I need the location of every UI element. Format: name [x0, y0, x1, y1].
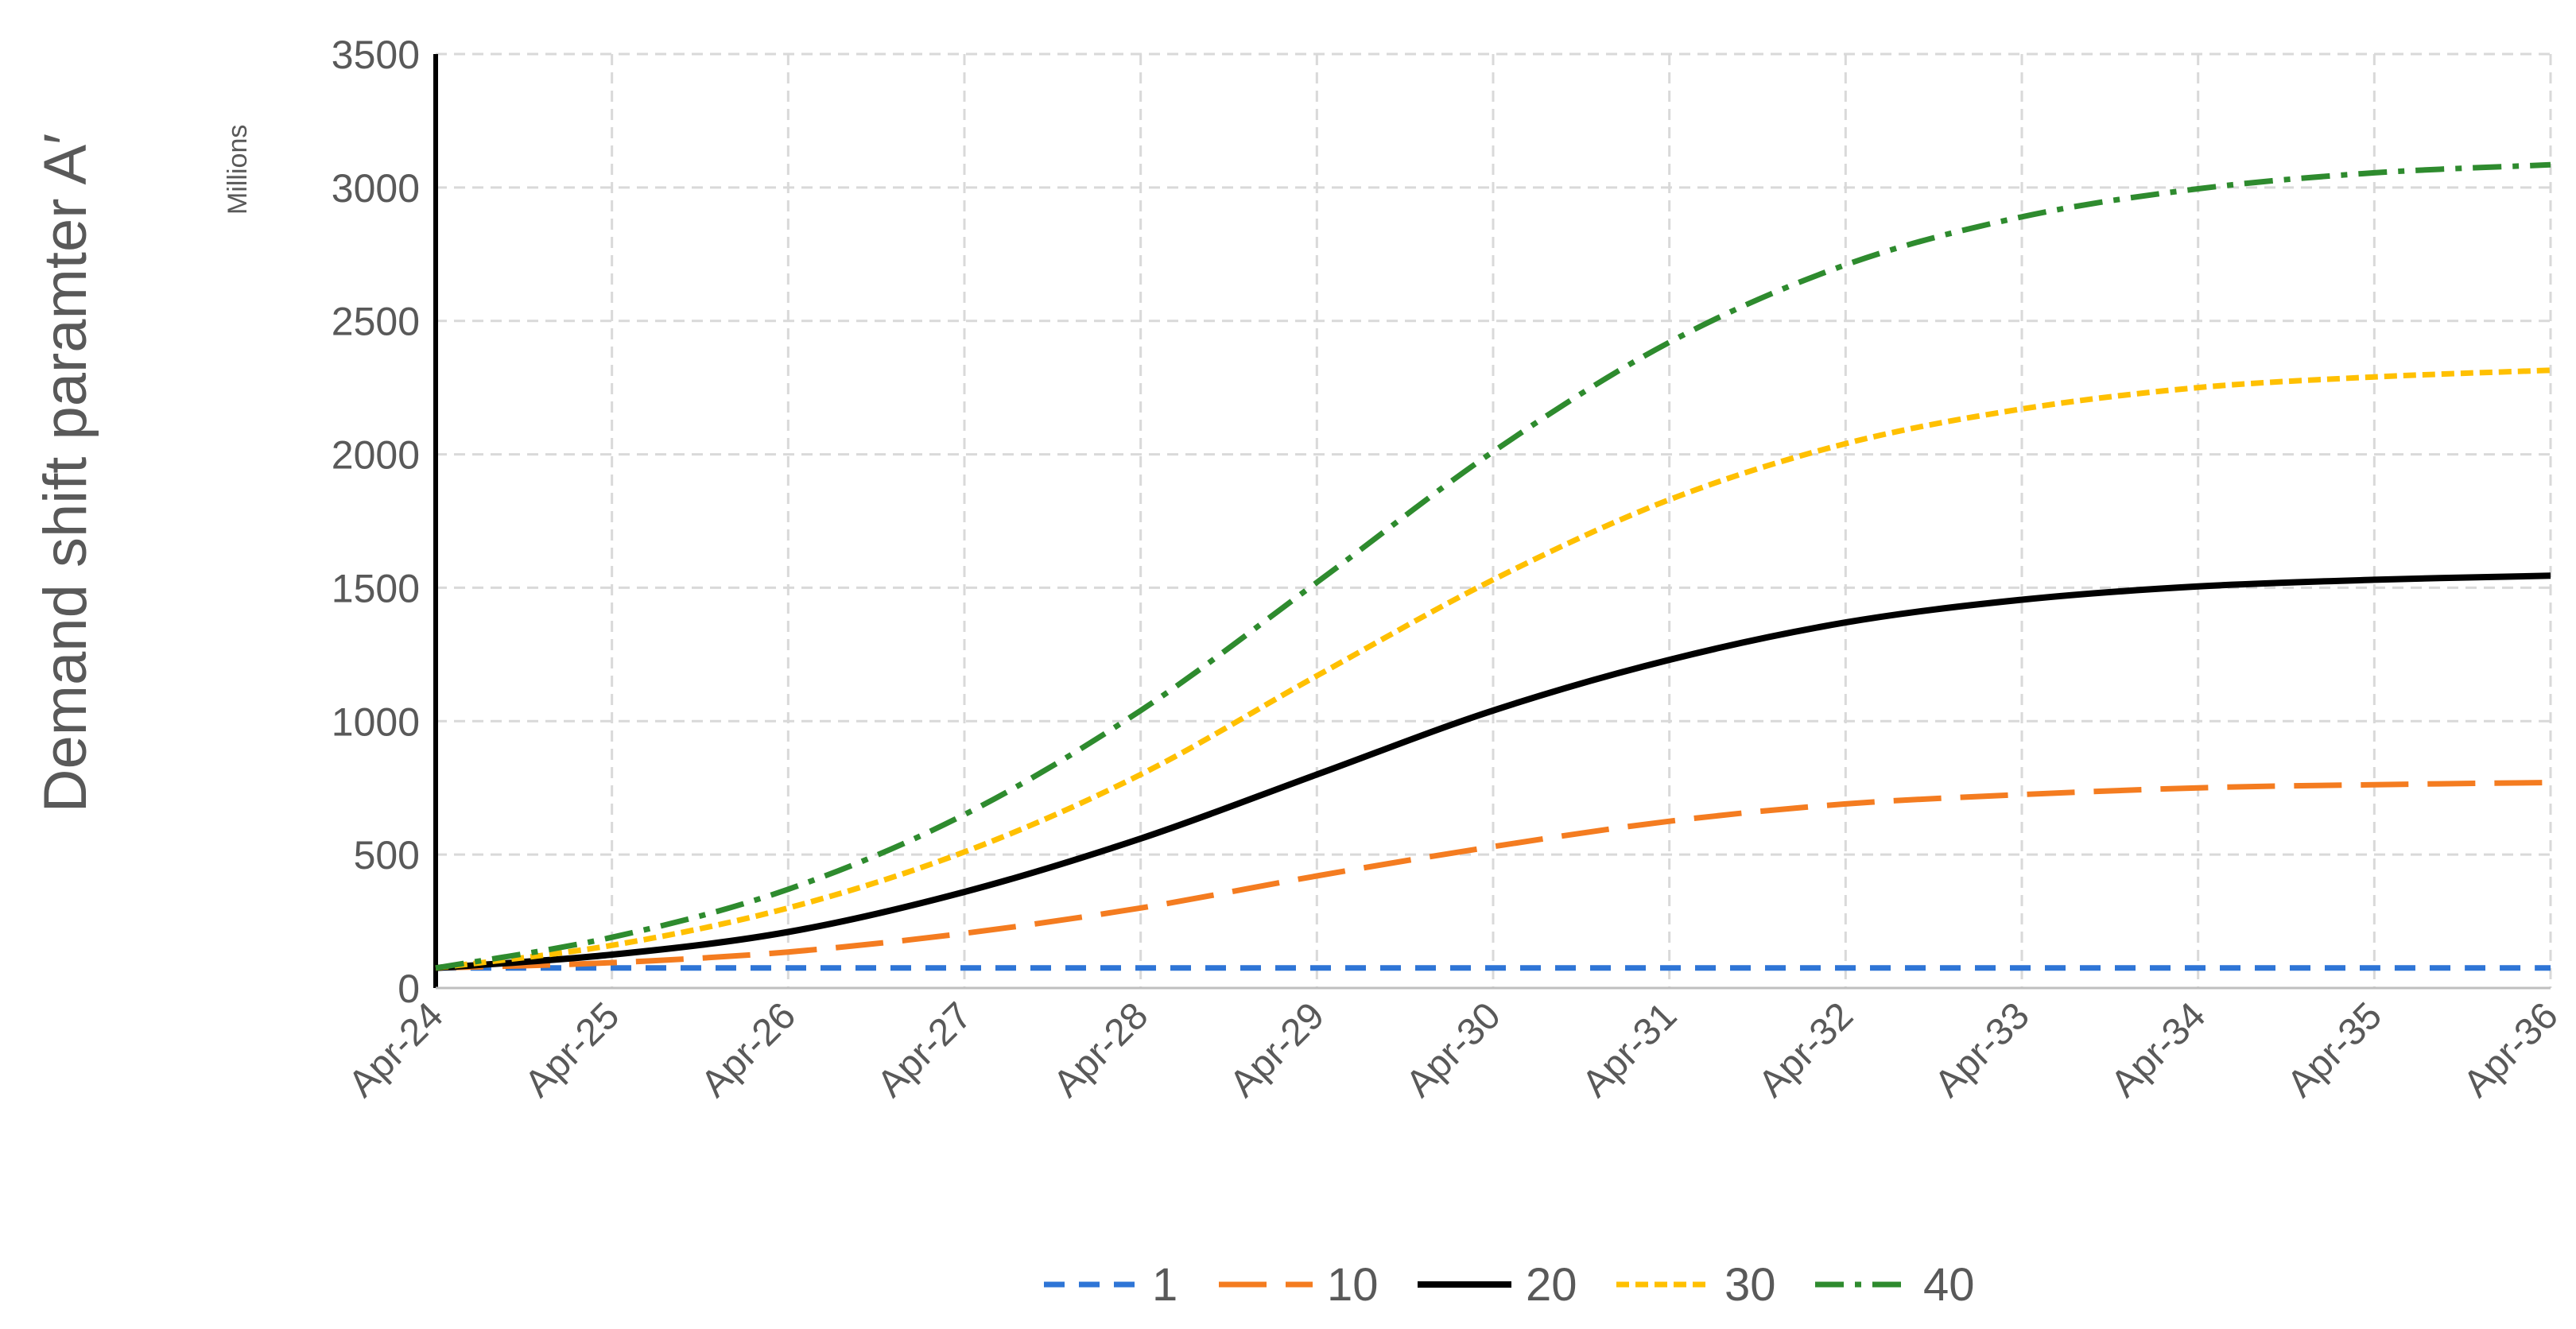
x-tick-label: Apr-27	[869, 994, 980, 1105]
y-tick-label: 3500	[332, 33, 420, 77]
series-line-10	[435, 780, 2551, 971]
x-tick-label: Apr-25	[517, 994, 627, 1105]
y-unit-label: Millions	[223, 125, 253, 215]
series-line-20	[435, 572, 2551, 971]
series-lines	[435, 161, 2551, 971]
legend-item-1: 1	[1044, 1259, 1177, 1311]
legend-label: 10	[1327, 1259, 1379, 1311]
legend-label: 20	[1526, 1259, 1577, 1311]
x-tick-label: Apr-32	[1751, 994, 1861, 1105]
x-tick-labels: Apr-24 Apr-25 Apr-26 Apr-27 Apr-28 Apr-29 Apr-…	[340, 994, 2566, 1105]
x-tick-label: Apr-24	[340, 994, 451, 1105]
legend: 1 10 20 30 40	[1044, 1259, 1975, 1311]
legend-item-10: 10	[1219, 1259, 1379, 1311]
x-tick-label: Apr-31	[1574, 994, 1685, 1105]
y-tick-label: 3000	[332, 166, 420, 211]
y-tick-label: 2000	[332, 433, 420, 478]
y-tick-label: 500	[354, 833, 420, 878]
x-tick-label: Apr-36	[2455, 994, 2566, 1105]
x-tick-label: Apr-33	[1926, 994, 2037, 1105]
x-tick-label: Apr-34	[2103, 994, 2213, 1105]
y-tick-label: 2500	[332, 300, 420, 344]
legend-item-40: 40	[1815, 1259, 1975, 1311]
x-tick-label: Apr-28	[1046, 994, 1156, 1105]
legend-label: 40	[1923, 1259, 1975, 1311]
y-tick-label: 0	[398, 967, 420, 1011]
legend-label: 1	[1152, 1259, 1177, 1311]
axes	[433, 54, 2551, 990]
y-tick-label: 1500	[332, 566, 420, 610]
series-line-40	[435, 161, 2551, 971]
series-line-30	[435, 367, 2551, 971]
x-tick-label: Apr-35	[2279, 994, 2390, 1105]
y-tick-labels: 0 500 1000 1500 2000 2500 3000 3500	[332, 33, 420, 1011]
y-axis-title: Demand shift paramter A′	[32, 134, 99, 813]
x-tick-label: Apr-29	[1222, 994, 1333, 1105]
legend-label: 30	[1724, 1259, 1776, 1311]
legend-item-30: 30	[1616, 1259, 1776, 1311]
legend-item-20: 20	[1418, 1259, 1577, 1311]
x-tick-label: Apr-30	[1398, 994, 1508, 1105]
grid	[436, 52, 2552, 988]
x-tick-label: Apr-26	[693, 994, 804, 1105]
y-tick-label: 1000	[332, 699, 420, 744]
